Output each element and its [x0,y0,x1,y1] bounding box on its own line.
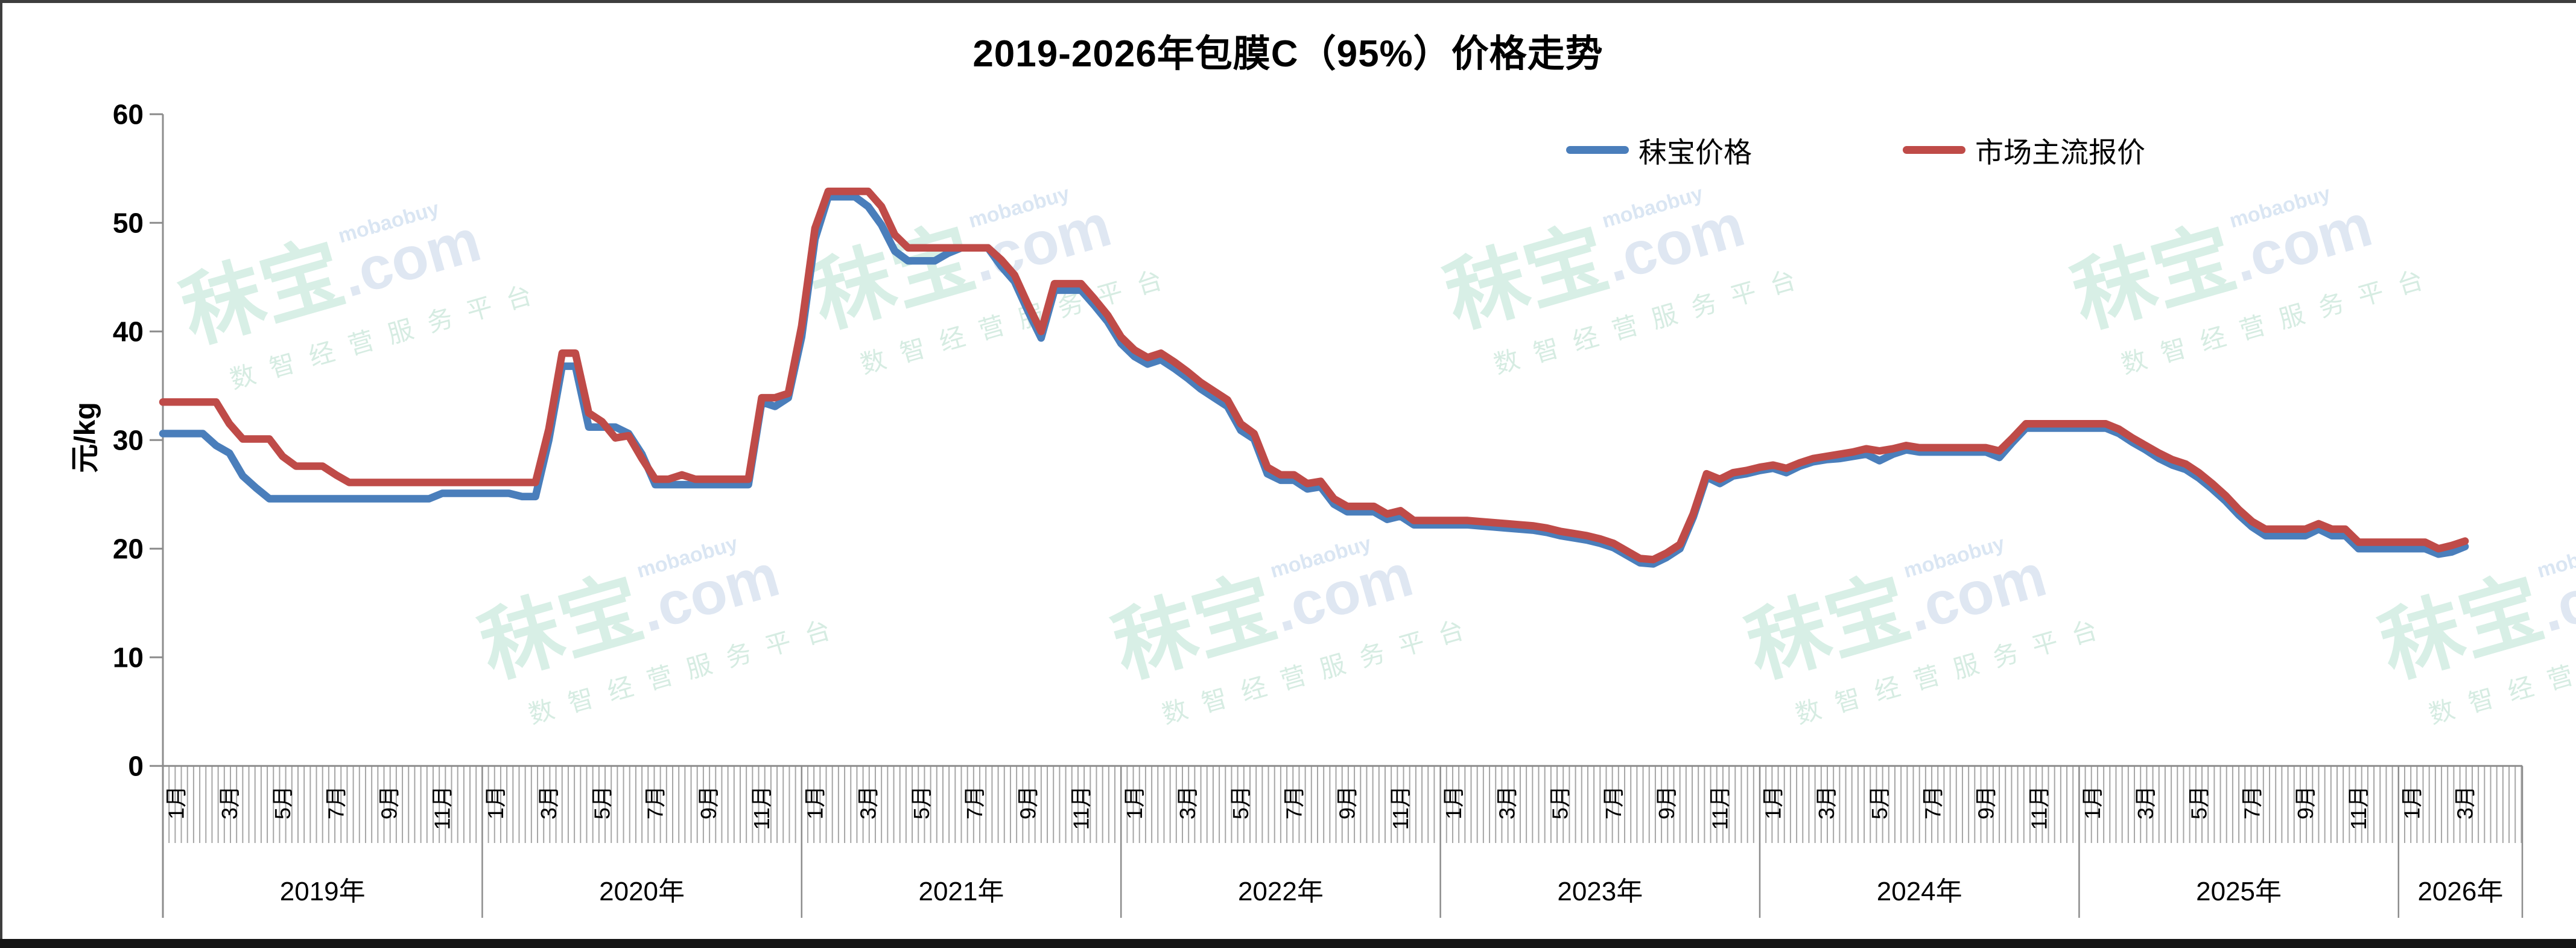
x-axis-month-label: 7月 [1601,786,1626,819]
x-axis-year-label: 2019年 [280,877,366,906]
y-axis-tick-label: 50 [113,207,144,238]
x-axis-month-label: 3月 [217,786,242,819]
x-axis-month-label: 11月 [1069,786,1094,830]
x-axis-month-label: 3月 [2133,786,2158,819]
x-axis-month-label: 7月 [643,786,668,819]
x-axis-month-label: 7月 [962,786,987,819]
x-axis-month-label: 1月 [1122,786,1147,819]
y-axis-tick-label: 0 [128,750,144,781]
x-axis-month-label: 11月 [430,786,455,830]
x-axis-month-label: 1月 [802,786,827,819]
x-axis-month-label: 9月 [1973,786,1998,819]
x-axis-month-label: 11月 [2027,786,2052,830]
x-axis-month-label: 9月 [1335,786,1360,819]
x-axis-month-label: 7月 [1281,786,1306,819]
x-axis-month-label: 11月 [2346,786,2371,830]
x-axis-month-label: 3月 [1494,786,1519,819]
x-axis-month-label: 7月 [323,786,348,819]
x-axis-year-label: 2024年 [1877,877,1962,906]
x-axis-month-label: 5月 [1228,786,1253,819]
x-axis-month-label: 5月 [1867,786,1892,819]
window-top-border [0,0,2576,3]
x-axis-month-label: 5月 [2186,786,2211,819]
legend: 秣宝价格 市场主流报价 [1566,132,2145,168]
x-axis-month-label: 9月 [1654,786,1679,819]
x-axis-month-label: 9月 [2293,786,2318,819]
x-axis-month-label: 5月 [589,786,614,819]
x-axis-month-label: 3月 [1175,786,1200,819]
legend-item-mobao-price: 秣宝价格 [1566,129,1752,171]
x-axis-month-label: 5月 [909,786,934,819]
x-axis-month-label: 1月 [483,786,508,819]
y-axis-tick-label: 30 [113,424,144,456]
x-axis-month-label: 1月 [1441,786,1466,819]
x-axis-month-label: 3月 [536,786,561,819]
x-axis-month-label: 11月 [1707,786,1732,830]
y-axis-tick-label: 10 [113,641,144,673]
x-axis-month-label: 1月 [2399,786,2424,819]
legend-swatch-blue [1566,145,1629,154]
y-axis-tick-label: 40 [113,316,144,347]
x-axis-month-label: 1月 [164,786,189,819]
window-left-border [0,0,2,948]
legend-item-market-quote: 市场主流报价 [1903,129,2145,171]
x-axis-month-label: 1月 [1761,786,1786,819]
window-bottom-border [0,939,2576,948]
series-line-mobao-price [159,192,2469,568]
x-axis-year-label: 2023年 [1557,877,1643,906]
x-axis-year-label: 2020年 [599,877,685,906]
x-axis-year-label: 2025年 [2196,877,2282,906]
x-axis-month-label: 3月 [2453,786,2478,819]
legend-label: 秣宝价格 [1639,136,1752,168]
x-axis-month-label: 3月 [856,786,881,819]
legend-swatch-red [1903,145,1965,154]
x-axis-month-label: 9月 [1015,786,1040,819]
chart-title: 2019-2026年包膜C（95%）价格走势 [972,33,1604,75]
legend-label: 市场主流报价 [1975,136,2145,168]
x-axis-month-label: 11月 [1388,786,1413,830]
x-axis-year-label: 2021年 [919,877,1004,906]
x-axis-month-label: 5月 [270,786,295,819]
x-axis-month-label: 11月 [749,786,774,830]
x-axis-month-label: 3月 [1814,786,1839,819]
x-axis-month-label: 5月 [1548,786,1573,819]
x-axis-month-label: 7月 [1920,786,1945,819]
x-axis-month-label: 1月 [2080,786,2105,819]
x-axis-month-label: 9月 [696,786,721,819]
x-axis-month-label: 9月 [376,786,401,819]
y-axis-tick-label: 60 [113,98,144,130]
series-line-market-quote [159,187,2469,564]
x-axis-year-label: 2022年 [1238,877,1324,906]
x-axis-year-label: 2026年 [2417,877,2503,906]
y-axis-tick-label: 20 [113,533,144,564]
x-axis-month-label: 7月 [2240,786,2265,819]
